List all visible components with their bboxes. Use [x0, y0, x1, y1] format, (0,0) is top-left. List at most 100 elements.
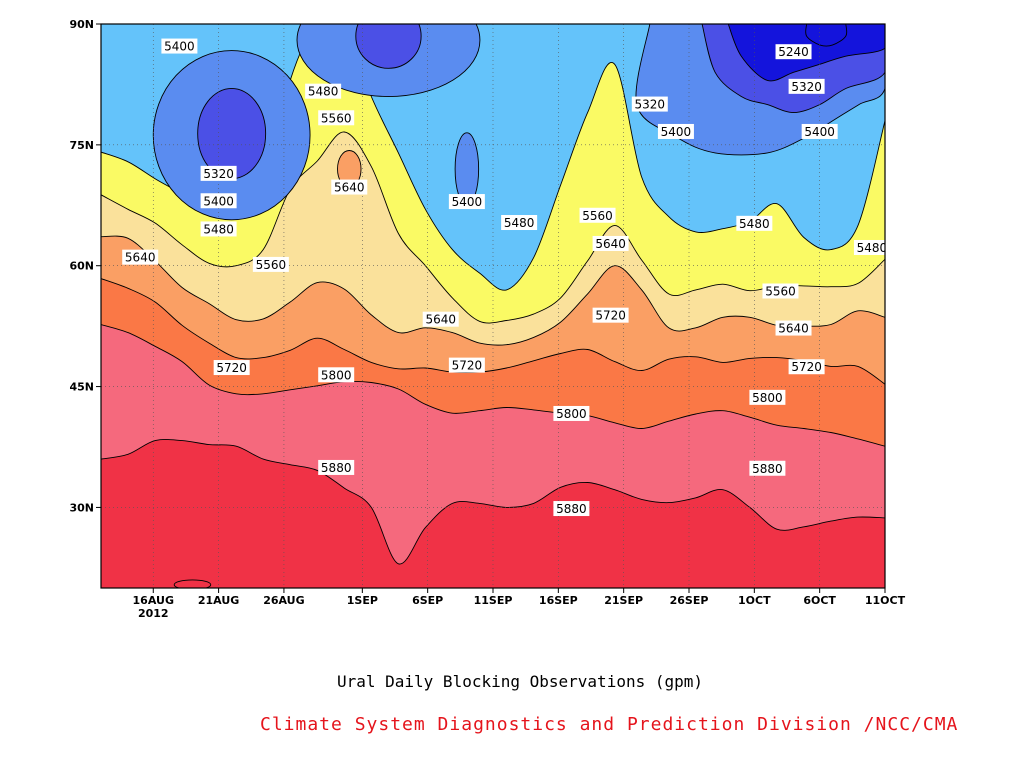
contour-label-box [736, 215, 773, 231]
contour-label: 5400 [657, 123, 694, 139]
contour-label: 5880 [553, 501, 590, 517]
x-tick-label: 11OCT [865, 594, 906, 607]
contour-label-box [331, 179, 368, 195]
contour-label-text: 5560 [765, 284, 796, 298]
x-tick-sublabel: 2012 [138, 607, 169, 620]
x-tick-label: 16SEP [539, 594, 578, 607]
contour-label: 5640 [775, 320, 812, 336]
contour-line-5560 [101, 131, 885, 324]
contour-label-text: 5480 [308, 85, 339, 99]
contour-label: 5800 [749, 389, 786, 405]
contour-label-box [252, 256, 289, 272]
y-tick-label: 60N [69, 260, 94, 273]
contour-label-text: 5480 [504, 216, 535, 230]
contour-label-text: 5880 [321, 461, 352, 475]
contour-label-text: 5480 [203, 222, 234, 236]
contour-label: 5480 [305, 83, 342, 99]
contour-label-box [200, 165, 237, 181]
x-tick-label: 6OCT [803, 594, 836, 607]
contour-label-box [200, 221, 237, 237]
contour-label: 5800 [553, 405, 590, 421]
y-tick-label: 90N [69, 18, 94, 31]
grid-lines [101, 24, 885, 588]
credit-line: Climate System Diagnostics and Predictio… [260, 714, 959, 735]
contour-label-box [553, 501, 590, 517]
plot-area: 5400 5480 5560 5320 5400 5480 5640 5560 5640 5400… [101, 24, 888, 588]
contour-label-box [592, 235, 629, 251]
chart-title: Ural Daily Blocking Observations (gpm) [336, 672, 704, 691]
x-tick-label: 1SEP [347, 594, 378, 607]
contour-label: 5400 [200, 193, 237, 209]
contour-label: 5480 [501, 215, 538, 231]
contour-label-text: 5720 [216, 361, 247, 375]
contour-label-text: 5640 [778, 322, 809, 336]
contour-label-text: 5640 [595, 237, 626, 251]
contour-label-box [749, 460, 786, 476]
contour-label-text: 5400 [804, 125, 835, 139]
contour-label-box [553, 405, 590, 421]
contour-label-box [657, 123, 694, 139]
contour-label-text: 5480 [857, 241, 888, 255]
contour-label: 5240 [775, 44, 812, 60]
contour-label-box [788, 78, 825, 94]
contour-label-box [631, 96, 668, 112]
contour-label-text: 5880 [752, 462, 783, 476]
contour-line-5880 [101, 438, 885, 565]
contour-label: 5400 [161, 38, 198, 54]
contour-label-text: 5640 [125, 251, 156, 265]
contour-band-5880 [101, 439, 885, 588]
contour-labels: 5400 5480 5560 5320 5400 5480 5640 5560 5640 5400… [122, 38, 888, 517]
contour-label-text: 5720 [595, 309, 626, 323]
x-tick-label: 26SEP [670, 594, 709, 607]
x-tick-label: 26AUG [263, 594, 304, 607]
contour-label: 5720 [788, 359, 825, 375]
contour-label-box [305, 83, 342, 99]
contour-label-box [448, 357, 485, 373]
contour-label: 5400 [448, 194, 485, 210]
contour-label-text: 5560 [256, 258, 287, 272]
contour-label-text: 5240 [778, 45, 809, 59]
contour-label: 5640 [422, 311, 459, 327]
contour-label-text: 5320 [635, 98, 666, 112]
x-tick-label: 21AUG [198, 594, 239, 607]
contour-label: 5640 [592, 235, 629, 251]
contour-label: 5320 [788, 78, 825, 94]
contour-label-text: 5640 [425, 313, 456, 327]
x-tick-label: 1OCT [738, 594, 771, 607]
contour-label-box [318, 367, 355, 383]
contour-label-box [200, 193, 237, 209]
contour-label-box [579, 207, 616, 223]
contour-label-box [762, 283, 799, 299]
contour-label: 5560 [762, 283, 799, 299]
contour-label-box [213, 360, 250, 376]
contour-label-text: 5320 [203, 167, 234, 181]
x-tick-label: 16AUG [133, 594, 174, 607]
contour-label-text: 5880 [556, 502, 587, 516]
contour-label-text: 5640 [334, 181, 365, 195]
x-tick-label: 21SEP [604, 594, 643, 607]
contour-label: 5560 [579, 207, 616, 223]
contour-label: 5320 [200, 165, 237, 181]
contour-label-box [853, 239, 885, 255]
contour-label: 5640 [122, 249, 159, 265]
contour-label: 5560 [318, 110, 355, 126]
contour-label-box [775, 320, 812, 336]
x-tick-label: 11SEP [474, 594, 513, 607]
contour-label-box [448, 194, 485, 210]
contour-label-text: 5400 [203, 194, 234, 208]
contour-label: 5560 [252, 256, 289, 272]
contour-label: 5720 [592, 307, 629, 323]
contour-label: 5400 [801, 123, 838, 139]
contour-low-5160 [805, 24, 848, 47]
contour-label-box [422, 311, 459, 327]
contour-label-box [161, 38, 198, 54]
contour-label-text: 5560 [321, 111, 352, 125]
contour-label: 5880 [749, 460, 786, 476]
contour-label-box [775, 44, 812, 60]
y-tick-label: 75N [69, 139, 94, 152]
contour-pocket-5320 [197, 88, 267, 180]
contour-label-box [318, 110, 355, 126]
y-tick-label: 30N [69, 501, 94, 514]
contour-label-text: 5400 [452, 195, 483, 209]
